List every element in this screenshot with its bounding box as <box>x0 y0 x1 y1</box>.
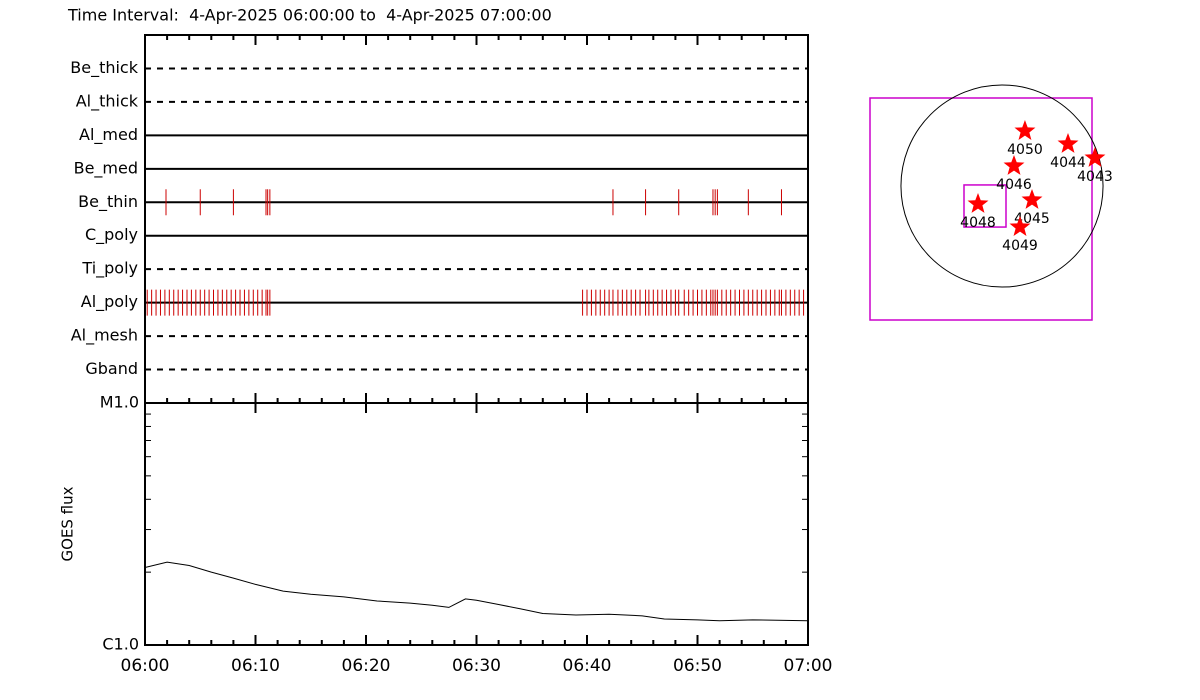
row-label: Al_poly <box>81 292 138 312</box>
row-label: Al_med <box>79 125 138 145</box>
row-label: C_poly <box>85 225 138 245</box>
region-star <box>1057 133 1079 153</box>
y-tick-label: C1.0 <box>102 635 139 654</box>
row-label: Be_thin <box>78 192 138 212</box>
x-tick-label: 06:50 <box>673 656 722 676</box>
row-label: Ti_poly <box>81 259 138 279</box>
region-label: 4049 <box>1002 238 1038 254</box>
region-star <box>1084 147 1106 167</box>
region-star <box>1009 216 1031 236</box>
row-label: Be_thick <box>70 58 138 78</box>
region-label: 4050 <box>1007 142 1043 158</box>
row-label: Al_mesh <box>71 326 138 346</box>
x-tick-label: 06:10 <box>231 656 280 676</box>
x-tick-label: 06:20 <box>342 656 391 676</box>
x-tick-label: 06:40 <box>563 656 612 676</box>
region-label: 4046 <box>996 177 1032 193</box>
region-star <box>1003 155 1025 175</box>
region-star <box>967 193 989 213</box>
panel-frame <box>144 402 809 646</box>
region-label: 4043 <box>1077 169 1113 185</box>
region-label: 4045 <box>1014 211 1050 227</box>
row-label: Be_med <box>74 158 138 178</box>
fov-box <box>963 184 1007 228</box>
y-tick-label: M1.0 <box>100 393 139 412</box>
row-label: Gband <box>85 359 138 378</box>
chart-title: Time Interval: 4-Apr-2025 06:00:00 to 4-… <box>67 6 552 25</box>
region-star <box>1014 120 1036 140</box>
x-tick-label: 06:30 <box>452 656 501 676</box>
row-label: Al_thick <box>76 91 139 111</box>
map-frame <box>869 97 1093 321</box>
solar-disk <box>900 84 1104 288</box>
region-star <box>1021 189 1043 209</box>
x-tick-label: 06:00 <box>121 656 170 676</box>
goes-line <box>144 561 809 622</box>
x-tick-label: 07:00 <box>784 656 833 676</box>
region-label: 4044 <box>1050 155 1086 171</box>
panel-frame <box>144 34 809 404</box>
y-axis-label: GOES flux <box>59 486 77 561</box>
region-label: 4048 <box>960 215 996 231</box>
